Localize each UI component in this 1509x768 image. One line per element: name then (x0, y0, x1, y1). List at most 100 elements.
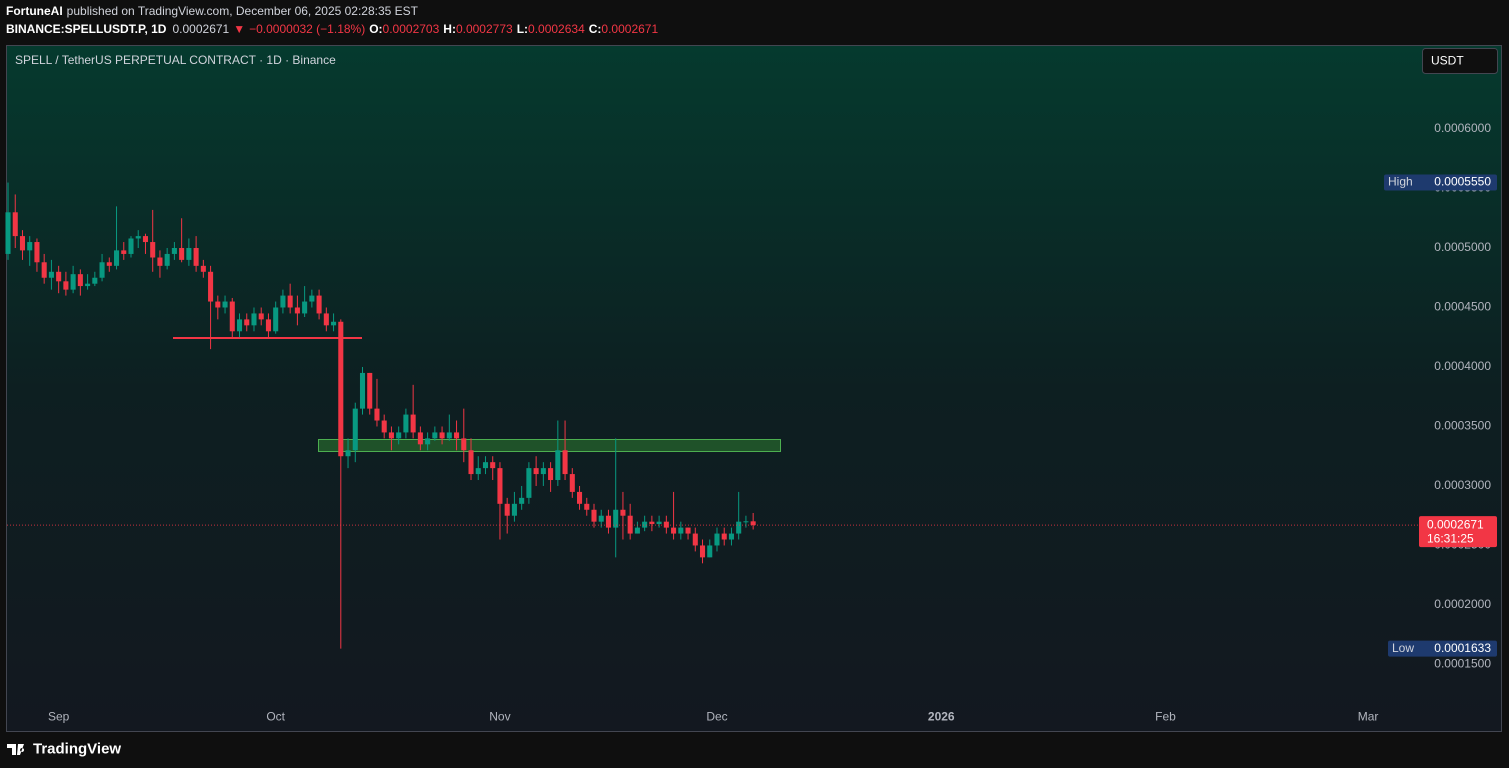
chart-pane (6, 45, 1502, 732)
candle-body (316, 295, 322, 314)
brand-icon (7, 744, 25, 755)
candle-body (540, 468, 546, 475)
candle-body (19, 236, 26, 251)
x-tick-label: Mar (1358, 710, 1379, 724)
candle-body (70, 274, 76, 290)
candle-body (63, 281, 69, 290)
y-tick-label: 0.0001500 (1434, 657, 1491, 671)
currency-button[interactable]: USDT (1422, 48, 1498, 74)
x-tick-label: Feb (1155, 710, 1176, 724)
candle-body (5, 212, 11, 254)
x-tick-label: Nov (489, 710, 510, 724)
y-tick-label: 0.0004500 (1434, 300, 1491, 314)
o: 0.0002703 (383, 22, 440, 36)
candle-body (511, 503, 517, 516)
zone-box (318, 439, 781, 452)
candle-body (425, 438, 431, 445)
candle-body (504, 503, 510, 516)
candle-body (750, 521, 756, 526)
h-label: H: (443, 22, 456, 36)
x-tick-label: 2026 (928, 710, 955, 724)
candle-body (258, 313, 264, 320)
candle-body (403, 414, 409, 433)
candle-body (497, 468, 503, 504)
candle-body (468, 450, 474, 475)
candle-body (685, 527, 691, 534)
candle-body (302, 301, 308, 314)
candle-body (135, 236, 141, 239)
arrow: ▼ (233, 22, 245, 36)
candle-body (236, 319, 243, 332)
candle-body (396, 432, 402, 439)
candle-body (432, 432, 438, 439)
brand-name: TradingView (33, 740, 121, 757)
candle-body (331, 321, 337, 326)
candle-body (56, 271, 62, 282)
candle-body (743, 521, 749, 523)
candle-body (208, 271, 214, 302)
candle-body (620, 509, 626, 516)
candle-body (634, 527, 640, 534)
candle-body (576, 491, 583, 504)
candle-body (106, 262, 112, 266)
currency-button-box[interactable] (1422, 48, 1498, 74)
candle-body (222, 301, 228, 308)
candle-body (200, 265, 206, 272)
y-tick-label: 0.0004000 (1434, 359, 1491, 373)
chart-title: SPELL / TetherUS PERPETUAL CONTRACT · 1D… (15, 53, 336, 67)
l-label: L: (517, 22, 528, 36)
symbol: BINANCE:SPELLUSDT.P, 1D (6, 22, 167, 36)
candle-body (598, 515, 604, 522)
candle-body (548, 468, 554, 481)
published: published on TradingView.com, December 0… (67, 4, 419, 18)
candle-body (251, 313, 257, 326)
candle-body (34, 242, 40, 263)
candle-body (374, 408, 380, 421)
high-tag-value: 0.0005550 (1434, 175, 1491, 189)
h: 0.0002773 (456, 22, 513, 36)
candle-body (179, 247, 185, 260)
l: 0.0002634 (528, 22, 585, 36)
x-tick-label: Dec (706, 710, 727, 724)
candle-body (417, 432, 423, 445)
candle-body (649, 521, 655, 525)
currency-label[interactable]: USDT (1431, 54, 1464, 68)
candle-body (410, 414, 416, 433)
plot: 0.00015000.00020000.00025000.00030000.00… (5, 121, 1497, 724)
candle-body (323, 313, 329, 326)
candle-body (244, 319, 250, 326)
candle-body (736, 521, 742, 534)
o-label: O: (369, 22, 382, 36)
candle-body (605, 515, 612, 528)
candle-body (591, 509, 597, 522)
ohlc-line: BINANCE:SPELLUSDT.P, 1D 0.0002671 ▼ −0.0000… (6, 22, 658, 36)
last-price-tag (1419, 516, 1497, 548)
x-tick-label: Sep (48, 710, 70, 724)
last: 0.0002671 (172, 22, 229, 36)
candle-body (121, 250, 127, 254)
candle-body (128, 238, 134, 254)
y-tick-label: 0.0006000 (1434, 121, 1491, 135)
low-tag-name: Low (1392, 641, 1414, 655)
candle-body (642, 521, 648, 528)
candle-body (85, 283, 91, 287)
candle-body (555, 450, 561, 481)
candle-body (27, 242, 33, 251)
candle-body (454, 432, 460, 439)
low-tag-box (1388, 640, 1497, 657)
candle-body (12, 212, 18, 237)
candle-body (186, 247, 192, 260)
candle-body (490, 462, 496, 469)
candle-body (352, 408, 358, 451)
candle-body (707, 545, 713, 558)
high-tag-name: High (1388, 175, 1413, 189)
publish-line: FortuneAI published on TradingView.com, D… (6, 4, 419, 18)
candle-body (728, 533, 734, 540)
candle-body (215, 301, 221, 308)
candle-body (627, 515, 633, 534)
candle-body (714, 533, 720, 546)
candle-body (229, 301, 235, 332)
candle-body (48, 271, 54, 278)
y-tick-label: 0.0005000 (1434, 240, 1491, 254)
candle-body (569, 474, 575, 492)
